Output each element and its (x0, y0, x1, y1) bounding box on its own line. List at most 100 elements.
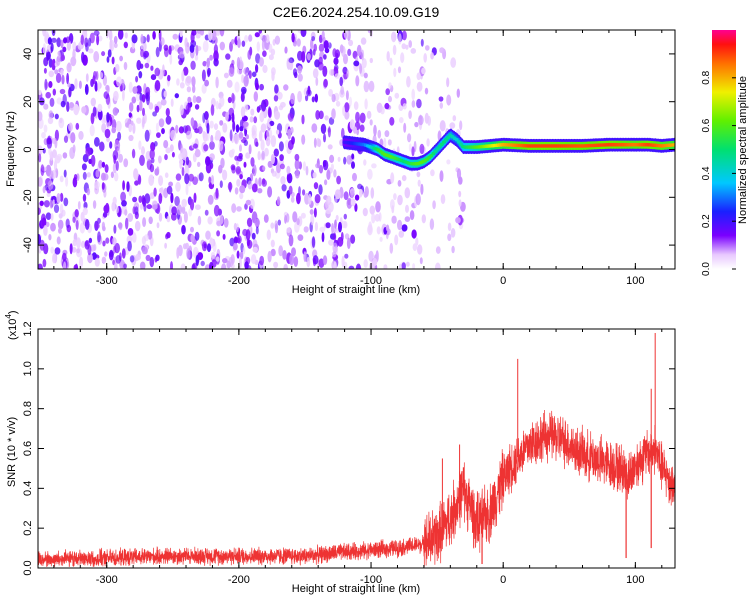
spectrogram-cell (174, 196, 180, 207)
spectrogram-cell (168, 181, 174, 187)
spectrogram-cell (273, 148, 279, 157)
spectrogram-cell (270, 135, 277, 148)
svg-text:(x104): (x104) (4, 310, 19, 340)
spectrogram-cell (195, 254, 199, 267)
y-tick-label: 0.8 (22, 401, 34, 416)
spectrogram-cell (356, 44, 362, 57)
spectrogram-cell (417, 179, 421, 187)
spectrogram-cell (222, 122, 228, 133)
spectrogram-cell (205, 230, 211, 240)
spectrogram-cell (193, 192, 197, 203)
spectrogram-cell (75, 219, 79, 231)
spectrogram-cell (149, 164, 155, 173)
spectrogram-cell (102, 226, 106, 232)
spectrogram-cell (138, 71, 143, 79)
spectrogram-cell (312, 68, 319, 79)
spectrogram-cell (290, 126, 294, 134)
x-tick-label: -300 (96, 275, 118, 287)
spectrogram-cell (43, 200, 50, 208)
colorbar-tick-label: 0.0 (701, 262, 712, 276)
spectrogram-cell (297, 73, 303, 82)
spectrogram-cell (353, 60, 360, 67)
spectrogram-cell (369, 119, 373, 126)
spectrogram-cell (135, 85, 142, 95)
spectrogram-cell (209, 153, 215, 161)
spectrogram-cell (355, 111, 360, 123)
spectrogram-cell (213, 58, 219, 67)
spectrogram-cell (302, 189, 306, 196)
spectrogram-cell (256, 106, 261, 113)
spectrogram-cell (227, 96, 232, 104)
spectrogram-cell (150, 74, 157, 81)
spectrogram-cell (42, 30, 46, 37)
spectrogram-cell (135, 75, 139, 83)
spectrogram-cell (192, 95, 197, 104)
spectrogram-cell (90, 97, 97, 107)
spectrogram-cell (62, 252, 67, 261)
spectrogram-cell (103, 204, 109, 213)
spectrogram-cell (243, 75, 249, 87)
spectrogram-cell (99, 72, 104, 79)
spectrogram-cell (72, 41, 77, 51)
spectrogram-cell (403, 122, 407, 133)
spectrogram-cell (75, 122, 80, 130)
spectrogram-cell (232, 242, 238, 251)
spectrogram-cell (399, 117, 404, 124)
spectrogram-cell (343, 53, 348, 65)
spectrogram-cell (326, 195, 332, 206)
spectrogram-cell (337, 156, 341, 162)
spectrogram-cell (251, 71, 257, 78)
spectrogram-cell (389, 116, 395, 126)
spectrogram-cell (195, 44, 199, 56)
spectrogram-cell (185, 75, 192, 84)
spectrogram-cell (332, 242, 338, 254)
spectrogram-cell (367, 224, 373, 236)
spectrogram-cell (333, 169, 337, 178)
spectrogram-cell (209, 120, 214, 129)
spectrogram-cell (267, 250, 272, 263)
spectrogram-cell (97, 103, 103, 113)
spectrogram-cell (124, 32, 128, 39)
snr-xlabel: Height of straight line (km) (292, 583, 420, 595)
spectrogram-cell (129, 255, 135, 263)
spectrogram-cell (261, 34, 267, 43)
spectrogram-cell (311, 96, 315, 103)
spectrogram-cell (414, 121, 419, 128)
spectrogram-cell (274, 84, 279, 94)
spectrogram-cell (197, 215, 202, 226)
x-tick-label: -200 (228, 574, 250, 586)
spectrogram-cell (345, 90, 349, 101)
spectrogram-cell (417, 244, 423, 255)
spectrogram-cell (139, 154, 145, 166)
spectrogram-cell (366, 110, 372, 119)
spectrogram-cell (40, 164, 45, 177)
spectrogram-cell (118, 222, 123, 231)
spectrogram-cell (409, 210, 415, 221)
spectrogram-cell (215, 30, 221, 36)
spectrogram-cell (355, 75, 360, 87)
spectrogram-cell (69, 147, 75, 159)
spectrogram-cell (261, 179, 267, 187)
spectrogram-cell (207, 194, 214, 205)
spectrogram-cell (369, 205, 376, 215)
spectrogram-cell (44, 78, 48, 91)
spectrogram-cell (351, 153, 355, 160)
spectrogram-cell (310, 214, 315, 226)
spectrogram-cell (371, 163, 377, 169)
spectrogram-cell (61, 74, 65, 85)
spectrogram-cell (84, 219, 90, 230)
spectrogram-cell (69, 243, 73, 255)
spectrogram-cell (321, 232, 325, 243)
spectrogram-cell (242, 228, 248, 237)
spectrogram-cell (254, 32, 260, 38)
spectrogram-cell (343, 213, 347, 220)
spectrogram-cell (62, 93, 67, 106)
spectrogram-cell (348, 265, 355, 269)
spectrogram-cell (164, 172, 169, 178)
spectrogram-cell (446, 77, 450, 88)
spectrogram-cell (268, 54, 274, 61)
spectrogram-cell (99, 141, 105, 152)
spectrogram-cell (446, 94, 452, 106)
spectrogram-cell (332, 48, 337, 58)
